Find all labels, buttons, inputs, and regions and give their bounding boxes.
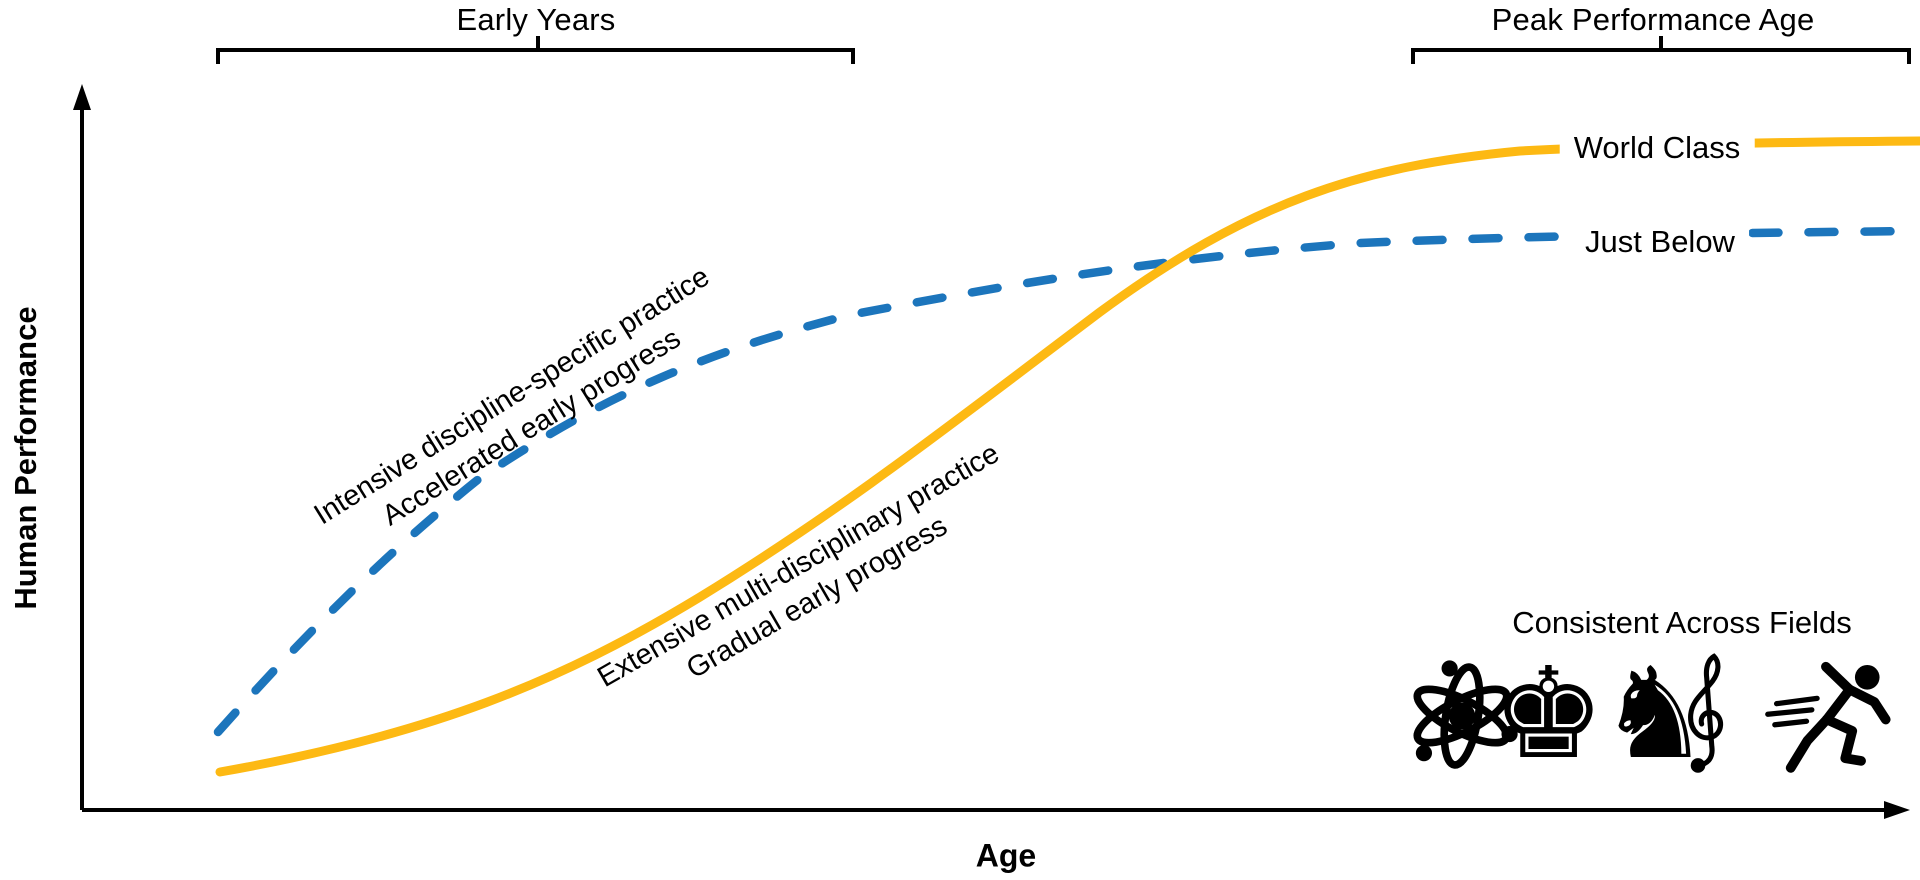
- runner-icon: [1759, 654, 1891, 778]
- consistent-across-fields-label: Consistent Across Fields: [1512, 605, 1852, 640]
- just-below-series-label: Just Below: [1571, 224, 1749, 260]
- just-below-curve: [213, 226, 1920, 737]
- y-axis-title: Human Performance: [8, 306, 43, 610]
- atom-icon: [1403, 654, 1521, 778]
- x-axis-arrowhead: [1884, 801, 1910, 819]
- early-years-bracket: [216, 36, 855, 64]
- world-class-series-label: World Class: [1559, 130, 1755, 166]
- early-years-label: Early Years: [456, 2, 616, 37]
- peak-performance-bracket: [1411, 36, 1911, 64]
- treble-clef-icon: [1682, 652, 1730, 780]
- chess-king-knight-glyphs: ♚♞: [1492, 640, 1711, 787]
- x-axis-title: Age: [975, 837, 1037, 874]
- chess-icon: ♚♞: [1492, 640, 1711, 787]
- peak-performance-age-label: Peak Performance Age: [1491, 2, 1815, 37]
- y-axis-arrowhead: [73, 84, 91, 110]
